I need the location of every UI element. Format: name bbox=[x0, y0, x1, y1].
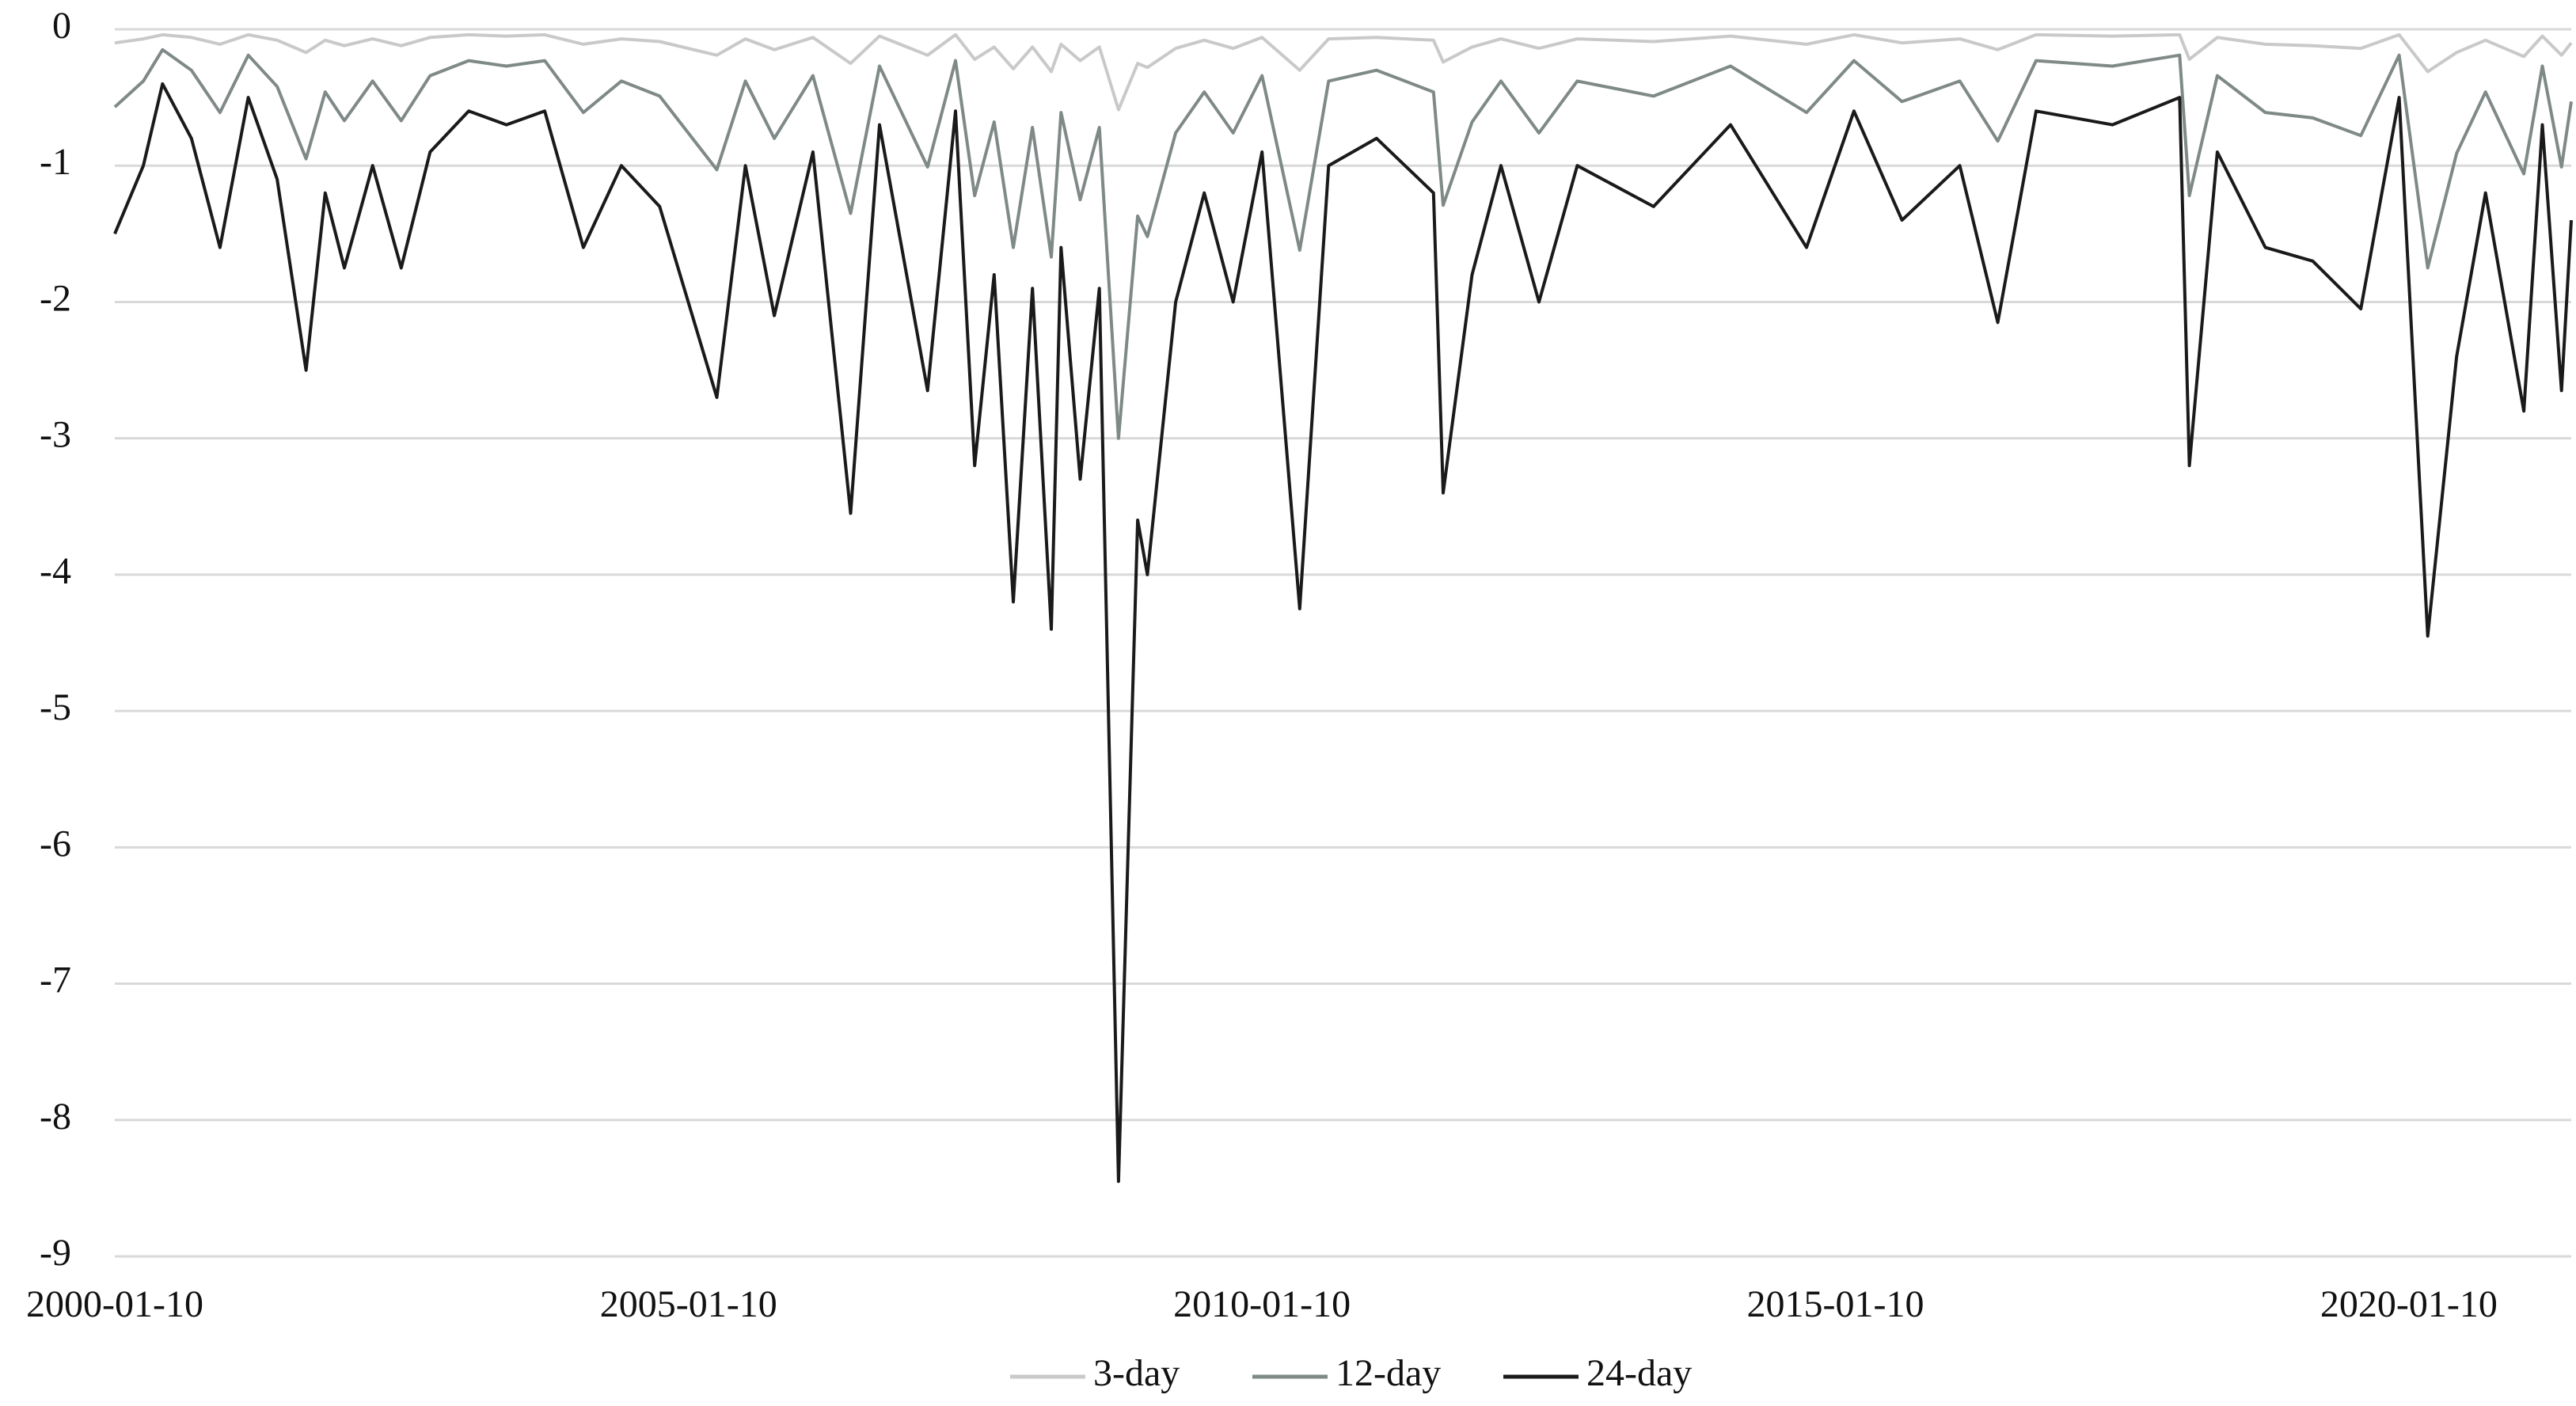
y-tick-label: -9 bbox=[40, 1232, 71, 1274]
y-tick-label: -1 bbox=[40, 141, 71, 183]
legend-label: 24-day bbox=[1586, 1352, 1692, 1394]
y-tick-label: 0 bbox=[52, 5, 71, 47]
x-tick-label: 2005-01-10 bbox=[600, 1283, 777, 1325]
x-tick-label: 2015-01-10 bbox=[1747, 1283, 1924, 1325]
y-tick-label: -3 bbox=[40, 414, 71, 456]
y-tick-label: -2 bbox=[40, 277, 71, 319]
y-tick-label: -6 bbox=[40, 823, 71, 864]
legend-label: 3-day bbox=[1093, 1352, 1180, 1394]
x-tick-label: 2000-01-10 bbox=[26, 1283, 203, 1325]
series-line bbox=[113, 82, 2573, 1184]
y-tick-label: -7 bbox=[40, 960, 71, 1001]
x-tick-label: 2020-01-10 bbox=[2320, 1283, 2498, 1325]
series-line bbox=[113, 48, 2573, 440]
legend-label: 12-day bbox=[1335, 1352, 1441, 1394]
series-line bbox=[114, 32, 2573, 112]
y-tick-label: -8 bbox=[40, 1096, 71, 1138]
y-tick-label: -4 bbox=[40, 550, 71, 592]
y-tick-label: -5 bbox=[40, 686, 71, 728]
x-tick-label: 2010-01-10 bbox=[1173, 1283, 1351, 1325]
